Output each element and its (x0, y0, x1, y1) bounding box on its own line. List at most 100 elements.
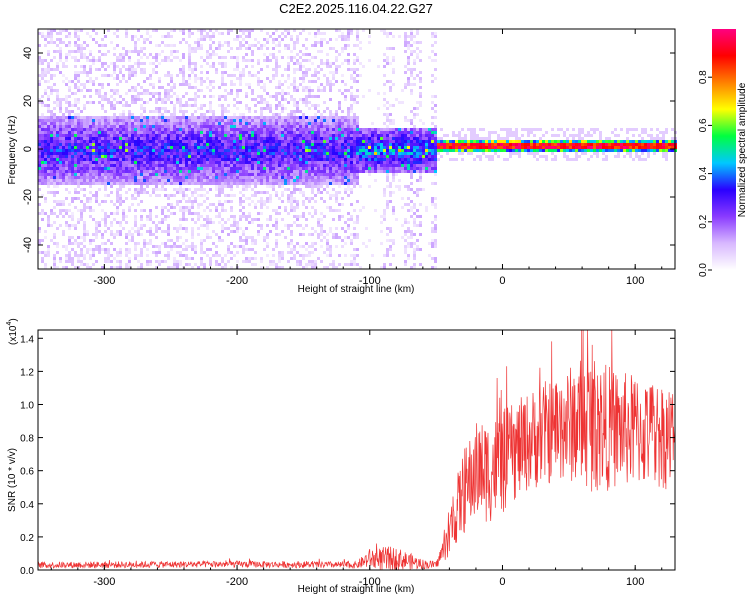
heatmap-cell (128, 251, 131, 254)
heatmap-cell (290, 233, 293, 236)
heatmap-cell (302, 134, 305, 137)
heatmap-cell (89, 59, 92, 62)
heatmap-cell (251, 125, 254, 128)
heatmap-cell (347, 119, 350, 122)
heatmap-cell (113, 65, 116, 68)
heatmap-cell (131, 236, 134, 239)
heatmap-cell (104, 194, 107, 197)
heatmap-cell (317, 179, 320, 182)
heatmap-cell (347, 194, 350, 197)
heatmap-cell (272, 74, 275, 77)
heatmap-cell (155, 236, 158, 239)
heatmap-cell (209, 140, 212, 143)
heatmap-cell (164, 218, 167, 221)
heatmap-cell (59, 29, 62, 32)
heatmap-cell (197, 176, 200, 179)
heatmap-cell (344, 44, 347, 47)
heatmap-cell (155, 182, 158, 185)
heatmap-cell (92, 194, 95, 197)
heatmap-cell (194, 155, 197, 158)
heatmap-cell (293, 215, 296, 218)
heatmap-cell (290, 131, 293, 134)
heatmap-cell (257, 125, 260, 128)
heatmap-cell (284, 164, 287, 167)
heatmap-cell (122, 164, 125, 167)
heatmap-cell (248, 164, 251, 167)
heatmap-cell (206, 71, 209, 74)
heatmap-cell (44, 164, 47, 167)
heatmap-cell (263, 176, 266, 179)
heatmap-cell (350, 260, 353, 263)
heatmap-cell (59, 200, 62, 203)
heatmap-cell (230, 92, 233, 95)
heatmap-cell (53, 140, 56, 143)
heatmap-cell (299, 152, 302, 155)
heatmap-cell (314, 134, 317, 137)
heatmap-cell (140, 137, 143, 140)
heatmap-cell (131, 128, 134, 131)
heatmap-cell (47, 245, 50, 248)
heatmap-cell (188, 32, 191, 35)
heatmap-cell (86, 122, 89, 125)
heatmap-cell (119, 140, 122, 143)
heatmap-cell (161, 122, 164, 125)
heatmap-cell (248, 32, 251, 35)
heatmap-cell (269, 149, 272, 152)
heatmap-cell (203, 209, 206, 212)
heatmap-cell (203, 35, 206, 38)
heatmap-cell (230, 161, 233, 164)
heatmap-cell (110, 167, 113, 170)
heatmap-cell (197, 77, 200, 80)
heatmap-cell (263, 101, 266, 104)
heatmap-cell (317, 164, 320, 167)
heatmap-cell (260, 191, 263, 194)
heatmap-cell (83, 83, 86, 86)
heatmap-cell (152, 191, 155, 194)
heatmap-cell (275, 104, 278, 107)
heatmap-cell (218, 86, 221, 89)
heatmap-cell (167, 89, 170, 92)
heatmap-cell (80, 218, 83, 221)
heatmap-cell (284, 206, 287, 209)
heatmap-cell (362, 140, 365, 143)
heatmap-cell (176, 203, 179, 206)
heatmap-cell (329, 149, 332, 152)
heatmap-cell (293, 197, 296, 200)
heatmap-cell (92, 29, 95, 32)
heatmap-cell (116, 182, 119, 185)
heatmap-cell (44, 254, 47, 257)
heatmap-cell (287, 227, 290, 230)
heatmap-cell (197, 116, 200, 119)
heatmap-cell (347, 62, 350, 65)
heatmap-cell (71, 110, 74, 113)
heatmap-cell (128, 155, 131, 158)
heatmap-cell (131, 233, 134, 236)
heatmap-cell (41, 158, 44, 161)
heatmap-cell (146, 116, 149, 119)
heatmap-cell (86, 143, 89, 146)
heatmap-cell (134, 164, 137, 167)
heatmap-cell (305, 131, 308, 134)
heatmap-cell (311, 260, 314, 263)
heatmap-cell (164, 245, 167, 248)
heatmap-cell (41, 212, 44, 215)
heatmap-cell (41, 140, 44, 143)
heatmap-cell (146, 242, 149, 245)
heatmap-cell (314, 230, 317, 233)
heatmap-cell (194, 101, 197, 104)
heatmap-cell (62, 119, 65, 122)
heatmap-cell (38, 188, 41, 191)
heatmap-cell (374, 143, 377, 146)
heatmap-cell (344, 188, 347, 191)
heatmap-cell (269, 185, 272, 188)
heatmap-cell (122, 134, 125, 137)
heatmap-cell (41, 164, 44, 167)
heatmap-cell (95, 233, 98, 236)
heatmap-cell (278, 158, 281, 161)
heatmap-cell (323, 176, 326, 179)
heatmap-cell (239, 44, 242, 47)
heatmap-cell (56, 179, 59, 182)
heatmap-cell (224, 227, 227, 230)
heatmap-cell (254, 104, 257, 107)
heatmap-cell (119, 152, 122, 155)
